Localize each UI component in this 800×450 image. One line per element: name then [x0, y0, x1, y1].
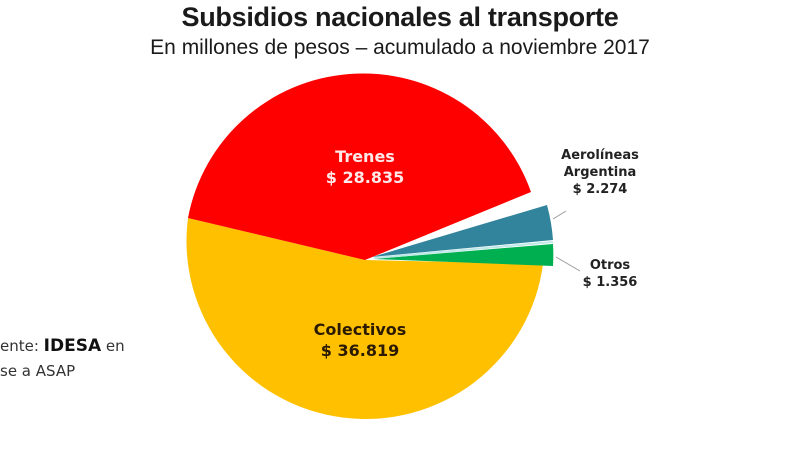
label-aerolineas: Aerolíneas Argentina $ 2.274: [535, 148, 665, 199]
label-trenes-value: $ 28.835: [325, 167, 405, 187]
label-otros-name: Otros: [589, 258, 631, 273]
source-line-2: se a ASAP: [0, 361, 76, 380]
source-suffix: en: [101, 337, 125, 355]
label-aero-value: $ 2.274: [572, 181, 628, 197]
label-aero-name-2: Argentina: [563, 164, 637, 180]
slice-aerolineas: [372, 205, 553, 257]
source-prefix: ente:: [0, 337, 44, 355]
source-org: IDESA: [43, 336, 102, 356]
label-otros-value: $ 1.356: [582, 274, 638, 290]
slice-otros: [374, 244, 554, 266]
label-trenes-name: Trenes: [335, 147, 395, 166]
label-aero-name-1: Aerolíneas: [561, 148, 639, 163]
slice-colectivos: [186, 218, 543, 419]
leader-line-otros: [555, 256, 581, 272]
label-colectivos-value: $ 36.819: [320, 340, 400, 360]
source-note: ente: IDESA en se a ASAP: [0, 334, 125, 382]
slice-trenes: [188, 73, 531, 261]
source-line-1: ente: IDESA en: [0, 334, 125, 360]
leader-line-aero: [552, 210, 567, 220]
chart-subtitle: En millones de pesos – acumulado a novie…: [150, 36, 650, 59]
chart-title: Subsidios nacionales al transporte: [181, 2, 619, 32]
label-colectivos: Colectivos $ 36.819: [280, 320, 440, 362]
label-otros: Otros $ 1.356: [565, 258, 655, 292]
label-trenes: Trenes $ 28.835: [290, 147, 440, 189]
label-colectivos-name: Colectivos: [313, 320, 407, 339]
